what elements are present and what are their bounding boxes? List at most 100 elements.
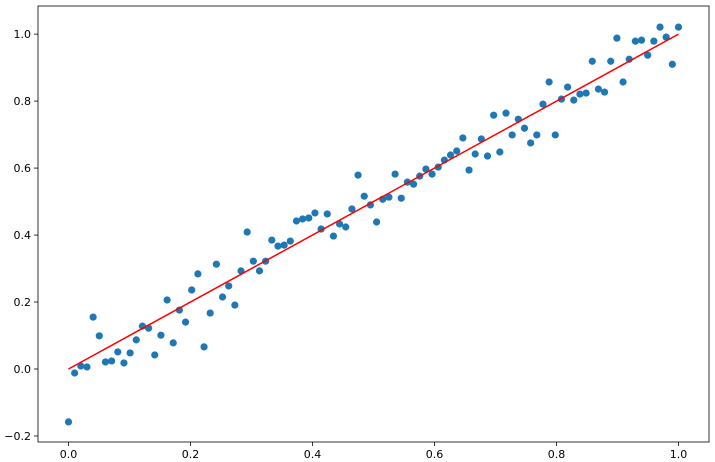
scatter-point: [218, 293, 227, 301]
scatter-point: [311, 209, 319, 217]
scatter-point: [656, 23, 664, 31]
scatter-point: [674, 23, 683, 31]
scatter-point: [286, 237, 294, 245]
scatter-point: [181, 318, 190, 326]
scatter-point: [206, 309, 214, 317]
scatter-point: [77, 362, 85, 370]
scatter-point: [607, 57, 615, 65]
scatter-point: [108, 357, 116, 365]
scatter-point: [373, 218, 381, 226]
x-tick-label: 0.8: [548, 448, 566, 461]
scatter-point: [335, 220, 344, 228]
plot-area: [38, 6, 709, 442]
x-tick-label: 0.2: [182, 448, 200, 461]
scatter-point: [212, 260, 220, 268]
scatter-point: [631, 37, 639, 45]
scatter-point: [151, 351, 159, 359]
y-tick-label: 0.6: [14, 162, 32, 175]
scatter-point: [188, 286, 196, 294]
scatter-point: [95, 332, 103, 340]
y-tick-label: −0.2: [4, 430, 31, 443]
scatter-point: [305, 214, 313, 222]
scatter-point: [564, 83, 572, 91]
scatter-point: [255, 267, 264, 275]
scatter-point: [342, 223, 350, 231]
y-tick-label: 0.8: [14, 95, 32, 108]
scatter-point: [274, 242, 282, 250]
scatter-point: [520, 124, 529, 132]
scatter-point: [163, 296, 171, 304]
scatter-point: [292, 217, 301, 225]
scatter-point: [502, 109, 510, 117]
x-tick-label: 0.6: [426, 448, 444, 461]
scatter-point: [619, 78, 627, 86]
scatter-point: [508, 131, 516, 139]
scatter-point: [385, 193, 393, 201]
scatter-point: [471, 150, 479, 158]
scatter-point: [354, 171, 362, 179]
scatter-point: [539, 100, 547, 108]
scatter-point: [453, 147, 461, 155]
scatter-point: [409, 180, 418, 188]
scatter-point: [582, 89, 590, 97]
scatter-point: [249, 257, 257, 265]
scatter-point: [650, 37, 658, 45]
scatter-point: [64, 418, 73, 426]
scatter-point: [132, 336, 140, 344]
scatter-point: [323, 210, 331, 218]
scatter-point: [101, 358, 110, 366]
scatter-point: [157, 331, 165, 339]
scatter-point: [243, 228, 251, 236]
scatter-point: [662, 33, 670, 41]
scatter-point: [231, 301, 239, 309]
scatter-point: [459, 134, 467, 142]
scatter-point: [465, 166, 473, 174]
scatter-point: [637, 36, 646, 44]
x-tick-label: 1.0: [670, 448, 688, 461]
scatter-point: [644, 51, 652, 59]
scatter-point: [126, 349, 134, 357]
y-tick-label: 0.0: [14, 363, 32, 376]
scatter-point: [570, 96, 578, 104]
scatter-point: [527, 139, 535, 147]
scatter-point: [391, 170, 399, 178]
scatter-point: [114, 348, 122, 356]
x-tick-label: 0.0: [60, 448, 78, 461]
scatter-point: [533, 131, 541, 139]
scatter-point: [89, 313, 97, 321]
scatter-point: [194, 270, 202, 278]
y-tick-label: 0.2: [14, 296, 32, 309]
scatter-point: [446, 151, 455, 159]
scatter-point: [299, 215, 307, 223]
scatter-point: [280, 241, 288, 249]
x-tick-label: 0.4: [304, 448, 322, 461]
scatter-point: [120, 359, 128, 367]
scatter-point: [348, 205, 356, 213]
scatter-point: [594, 85, 603, 93]
scatter-point: [200, 343, 208, 351]
y-tick-label: 1.0: [14, 28, 32, 41]
scatter-point: [268, 236, 276, 244]
scatter-point: [551, 131, 559, 139]
scatter-point: [428, 170, 436, 178]
scatter-point: [360, 192, 368, 200]
scatter-point: [496, 148, 504, 156]
scatter-point: [600, 88, 609, 96]
scatter-point: [588, 57, 596, 65]
line: [68, 33, 679, 370]
axes-frame: [37, 5, 710, 443]
scatter-point: [576, 90, 584, 98]
scatter-point: [613, 34, 621, 42]
scatter-point: [545, 78, 553, 86]
scatter-point: [422, 165, 430, 173]
scatter-point: [397, 194, 405, 202]
scatter-point: [71, 369, 79, 377]
scatter-point: [225, 282, 233, 290]
scatter-point: [483, 152, 492, 160]
scatter-point: [83, 363, 91, 371]
scatter-point: [169, 339, 177, 347]
y-tick-label: 0.4: [14, 229, 32, 242]
scatter-point: [490, 111, 498, 119]
scatter-point: [668, 60, 676, 68]
